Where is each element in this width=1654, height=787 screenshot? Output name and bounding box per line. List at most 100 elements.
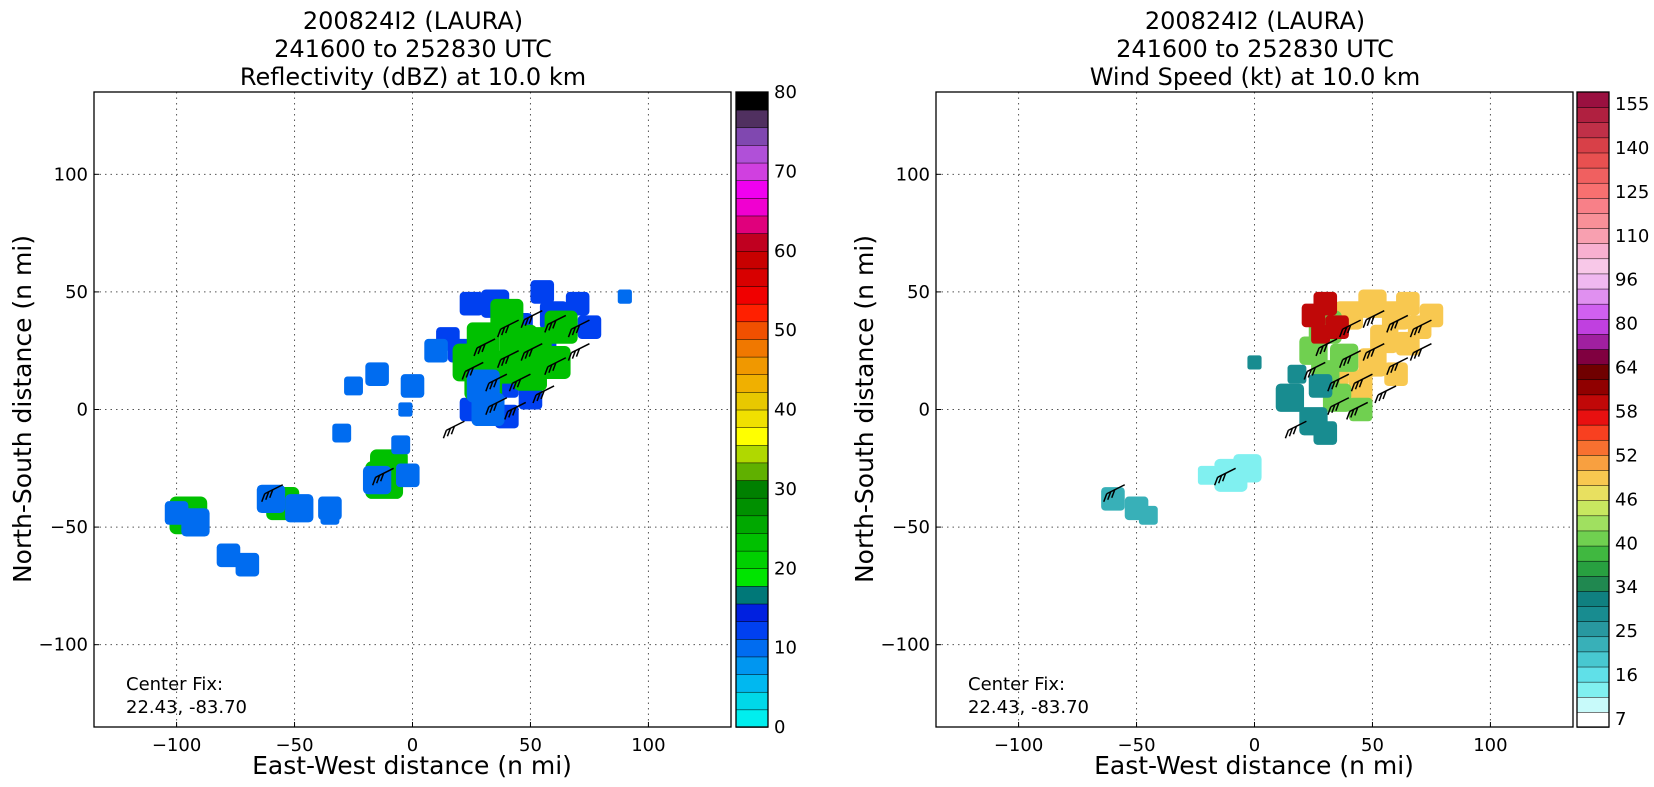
reflectivity-echo-cell xyxy=(256,484,286,514)
wind-speed-colorbar-swatch xyxy=(1576,348,1610,365)
wind-speed-colorbar-label: 155 xyxy=(1615,94,1649,115)
wind-speed-wind-barb xyxy=(1409,319,1432,338)
reflectivity-wind-barb xyxy=(442,420,465,439)
wind-speed-colorbar-label: 34 xyxy=(1615,577,1638,598)
wind-speed-wind-barb xyxy=(1374,385,1397,404)
wind-speed-echo-cell xyxy=(1419,303,1444,328)
reflectivity-colorbar-swatch xyxy=(735,585,769,605)
reflectivity-y-tick-label: −100 xyxy=(39,635,88,656)
reflectivity-colorbar-swatch xyxy=(735,638,769,658)
wind-speed-title-line-2: 241600 to 252830 UTC xyxy=(1116,35,1394,63)
reflectivity-wind-barb xyxy=(504,401,527,420)
reflectivity-y-tick-label: 0 xyxy=(77,400,88,421)
wind-speed-colorbar-swatch xyxy=(1576,590,1610,607)
reflectivity-colorbar-swatch xyxy=(735,144,769,164)
reflectivity-colorbar-swatch xyxy=(735,444,769,464)
reflectivity-title-line-3: Reflectivity (dBZ) at 10.0 km xyxy=(240,63,586,91)
wind-speed-wind-barb xyxy=(1327,397,1350,416)
wind-speed-colorbar-label: 64 xyxy=(1615,358,1638,379)
wind-speed-wind-barb xyxy=(1338,319,1362,338)
wind-speed-colorbar-swatch xyxy=(1576,363,1610,381)
reflectivity-colorbar-swatch xyxy=(735,232,769,252)
wind-speed-x-tick-label: −100 xyxy=(994,735,1043,756)
wind-speed-colorbar-swatch xyxy=(1576,182,1610,199)
wind-speed-colorbar-swatch xyxy=(1576,379,1610,396)
wind-speed-echo-cell xyxy=(1287,364,1307,384)
reflectivity-echo-cell xyxy=(320,505,340,525)
wind-speed-echo-cell xyxy=(1311,324,1330,344)
reflectivity-echo-cell xyxy=(332,423,352,443)
reflectivity-wind-barbs xyxy=(261,310,590,503)
wind-speed-echo-cell xyxy=(1396,291,1420,316)
wind-speed-colorbar-frame xyxy=(1576,91,1610,728)
wind-speed-colorbar-swatch xyxy=(1576,167,1610,184)
reflectivity-wind-barb xyxy=(485,373,508,392)
reflectivity-colorbar-swatch xyxy=(735,603,769,622)
reflectivity-wind-barb xyxy=(261,484,284,503)
reflectivity-echo-cell xyxy=(216,543,241,568)
reflectivity-colorbar-swatch xyxy=(735,656,769,675)
wind-speed-colorbar-swatch xyxy=(1576,394,1610,411)
wind-speed-colorbar-label: 140 xyxy=(1615,138,1649,159)
reflectivity-colorbar-swatch xyxy=(735,515,769,534)
wind-speed-wind-barb xyxy=(1362,342,1385,361)
reflectivity-title-line-2: 241600 to 252830 UTC xyxy=(274,35,552,63)
reflectivity-y-tick-label: 100 xyxy=(54,164,88,185)
reflectivity-echo-cell xyxy=(391,435,411,455)
wind-speed-colorbar-swatch xyxy=(1576,409,1610,426)
wind-speed-colorbar-swatch xyxy=(1576,469,1610,486)
reflectivity-wind-barb xyxy=(567,319,590,338)
reflectivity-wind-barb xyxy=(520,310,543,328)
reflectivity-colorbar-swatch xyxy=(735,691,769,711)
reflectivity-center-fix-value: 22.43, -83.70 xyxy=(126,697,247,718)
reflectivity-echo-cell xyxy=(400,374,425,398)
reflectivity-wind-barb xyxy=(544,314,567,333)
reflectivity-wind-barb xyxy=(371,467,394,486)
wind-speed-echo-cell xyxy=(1358,289,1387,318)
wind-speed-gridlines xyxy=(936,92,1573,727)
reflectivity-colorbar-label: 80 xyxy=(774,82,797,103)
wind-speed-x-ticks: −100 −50 0 50 100 xyxy=(994,722,1508,756)
wind-speed-x-tick-label: −50 xyxy=(1118,735,1156,756)
reflectivity-colorbar-swatch xyxy=(735,391,769,411)
reflectivity-wind-barb xyxy=(485,397,508,416)
wind-speed-wind-barb xyxy=(1346,401,1369,420)
reflectivity-colorbar xyxy=(735,91,769,728)
reflectivity-center-fix-label: Center Fix: xyxy=(126,674,223,695)
wind-speed-echo-cell xyxy=(1275,383,1305,412)
reflectivity-colorbar-swatch xyxy=(735,462,769,481)
wind-speed-y-tick-label: −100 xyxy=(881,635,930,656)
wind-speed-colorbar-swatch xyxy=(1576,484,1610,501)
reflectivity-y-axis-label: North-South distance (n mi) xyxy=(8,235,37,583)
wind-speed-colorbar-swatch xyxy=(1576,636,1610,653)
reflectivity-colorbar-label: 30 xyxy=(774,479,797,500)
wind-speed-field xyxy=(1101,289,1444,525)
wind-speed-title-line-1: 200824I2 (LAURA) xyxy=(1145,7,1365,35)
reflectivity-echo-cell xyxy=(577,315,602,339)
reflectivity-wind-barb xyxy=(496,319,520,338)
reflectivity-colorbar-swatch xyxy=(735,285,769,305)
reflectivity-wind-barb xyxy=(473,338,496,357)
wind-speed-echo-cell xyxy=(1313,291,1338,316)
wind-speed-colorbar-swatch xyxy=(1576,620,1610,638)
wind-speed-colorbar-swatch xyxy=(1576,333,1610,350)
wind-speed-colorbar-label: 40 xyxy=(1615,533,1638,554)
wind-speed-colorbar-swatch xyxy=(1576,530,1610,547)
wind-speed-colorbar-swatch xyxy=(1576,91,1610,108)
reflectivity-colorbar-swatch xyxy=(735,162,769,181)
reflectivity-colorbar-swatch xyxy=(735,497,769,517)
wind-speed-colorbar-label: 80 xyxy=(1615,314,1638,335)
reflectivity-echo-cell xyxy=(617,289,632,304)
wind-speed-colorbar-swatch xyxy=(1576,303,1610,320)
reflectivity-echo-cell xyxy=(530,280,555,304)
reflectivity-colorbar-swatch xyxy=(735,356,769,375)
reflectivity-colorbar-label: 60 xyxy=(774,241,797,262)
reflectivity-colorbar-swatch xyxy=(735,321,769,340)
reflectivity-wind-barb xyxy=(532,385,555,404)
wind-speed-x-axis-label: East-West distance (n mi) xyxy=(1094,751,1414,780)
wind-speed-colorbar-label: 16 xyxy=(1615,665,1638,686)
wind-speed-wind-barb xyxy=(1350,373,1373,392)
wind-speed-wind-barb xyxy=(1338,350,1362,368)
wind-speed-colorbar-swatch xyxy=(1576,439,1610,456)
